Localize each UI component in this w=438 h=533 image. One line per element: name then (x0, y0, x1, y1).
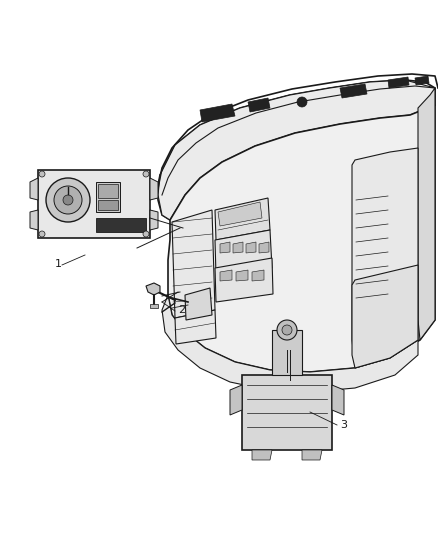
Text: 2: 2 (178, 305, 185, 315)
Polygon shape (352, 148, 418, 368)
Circle shape (46, 178, 90, 222)
Polygon shape (96, 182, 120, 212)
Polygon shape (248, 98, 270, 112)
Polygon shape (220, 242, 230, 253)
Polygon shape (418, 88, 435, 340)
Polygon shape (252, 270, 264, 281)
Text: 3: 3 (340, 420, 347, 430)
Polygon shape (272, 330, 302, 375)
Circle shape (39, 171, 45, 177)
Polygon shape (340, 84, 367, 98)
Polygon shape (162, 295, 418, 392)
Polygon shape (150, 178, 158, 200)
Polygon shape (215, 198, 270, 240)
Polygon shape (246, 242, 256, 253)
Polygon shape (172, 210, 215, 318)
Polygon shape (158, 80, 435, 220)
Circle shape (143, 231, 149, 237)
Polygon shape (233, 242, 243, 253)
Polygon shape (215, 258, 273, 302)
Polygon shape (150, 304, 158, 308)
Polygon shape (215, 230, 272, 276)
Polygon shape (185, 288, 212, 320)
Polygon shape (30, 178, 38, 200)
Polygon shape (168, 105, 435, 372)
Polygon shape (388, 77, 409, 88)
Polygon shape (150, 210, 158, 230)
Polygon shape (98, 184, 118, 198)
Polygon shape (415, 76, 429, 85)
Polygon shape (218, 202, 262, 226)
Circle shape (63, 195, 73, 205)
Polygon shape (236, 270, 248, 281)
Polygon shape (38, 170, 150, 238)
Polygon shape (332, 385, 344, 415)
Polygon shape (30, 210, 38, 230)
Circle shape (143, 171, 149, 177)
Polygon shape (146, 283, 160, 295)
Polygon shape (175, 310, 216, 344)
Circle shape (282, 325, 292, 335)
Polygon shape (242, 375, 332, 450)
Polygon shape (302, 450, 322, 460)
Text: 1: 1 (55, 259, 62, 269)
Polygon shape (98, 200, 118, 210)
Polygon shape (230, 385, 242, 415)
Circle shape (277, 320, 297, 340)
Circle shape (297, 97, 307, 107)
Polygon shape (200, 104, 235, 122)
Polygon shape (158, 80, 435, 220)
Polygon shape (259, 242, 269, 253)
Circle shape (54, 186, 82, 214)
Polygon shape (252, 450, 272, 460)
Circle shape (39, 231, 45, 237)
Polygon shape (96, 218, 146, 232)
Polygon shape (220, 270, 232, 281)
Polygon shape (352, 265, 418, 368)
